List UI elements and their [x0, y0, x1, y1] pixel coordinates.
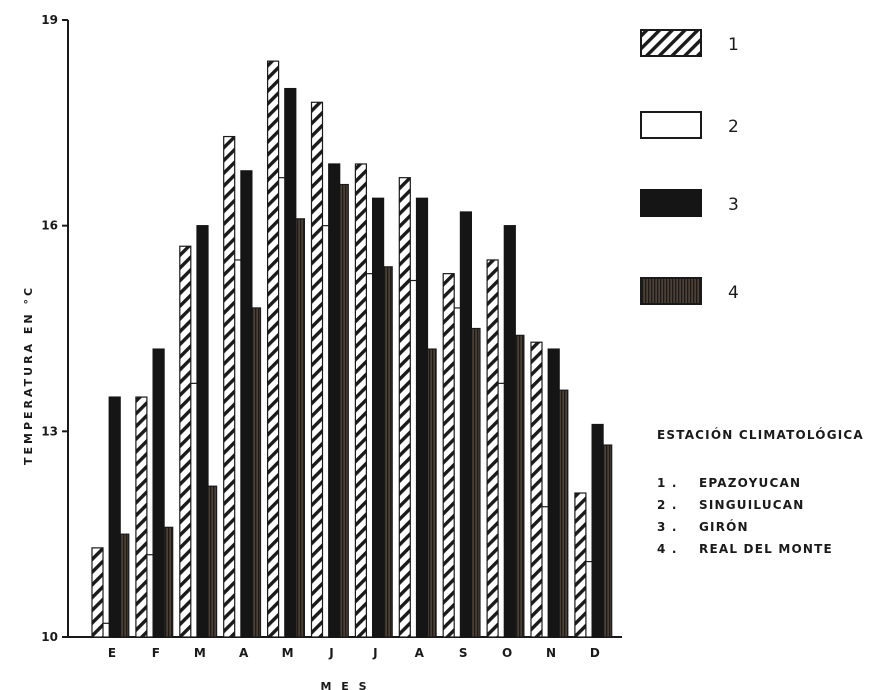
- x-tick-label: F: [152, 646, 160, 660]
- bar-series-1: [223, 135, 236, 638]
- station-name: GIRÓN: [699, 520, 749, 534]
- bar-series-3: [415, 197, 429, 638]
- bar-series-3: [240, 170, 253, 638]
- bar-series-3: [108, 396, 121, 638]
- y-tick-label: 19: [41, 13, 58, 27]
- station-number: 3 .: [657, 520, 678, 534]
- y-axis-title: TEMPERATURA EN °C: [22, 285, 35, 465]
- y-tick-label: 10: [41, 630, 58, 644]
- x-tick-label: O: [502, 646, 512, 660]
- x-tick-label: D: [590, 646, 600, 660]
- bar-series-1: [179, 245, 192, 638]
- station-number: 4 .: [657, 542, 678, 556]
- x-axis-title: M E S: [320, 680, 369, 690]
- legend-label-3: 3: [728, 195, 739, 215]
- bar-series-3: [196, 225, 209, 638]
- bar-series-3: [547, 348, 560, 638]
- station-name: REAL DEL MONTE: [699, 542, 833, 556]
- bar-series-1: [398, 177, 411, 638]
- legend-label-4: 4: [728, 283, 739, 303]
- x-tick-label: A: [239, 646, 249, 660]
- x-tick-label: E: [108, 646, 116, 660]
- station-item: 2 . SINGUILUCAN: [657, 494, 864, 516]
- bar-series-3: [459, 211, 472, 638]
- station-legend-title: ESTACIÓN CLIMATOLÓGICA: [657, 428, 864, 442]
- bar-series-3: [503, 225, 516, 638]
- bar-series-3: [591, 423, 604, 638]
- x-tick-label: S: [459, 646, 468, 660]
- station-name: SINGUILUCAN: [699, 498, 805, 512]
- bar-series-1: [354, 163, 367, 638]
- station-name: EPAZOYUCAN: [699, 476, 802, 490]
- bar-series-3: [372, 197, 385, 638]
- station-number: 2 .: [657, 498, 678, 512]
- x-tick-label: M: [194, 646, 206, 660]
- bar-series-3: [328, 163, 341, 638]
- station-legend: ESTACIÓN CLIMATOLÓGICA 1 . EPAZOYUCAN 2 .…: [657, 428, 864, 560]
- station-item: 3 . GIRÓN: [657, 516, 864, 538]
- bar-series-1: [267, 60, 280, 638]
- station-item: 4 . REAL DEL MONTE: [657, 538, 864, 560]
- legend-swatch-2: [640, 111, 702, 139]
- bar-series-1: [530, 341, 543, 638]
- bar-series-3: [152, 348, 165, 638]
- bar-series-1: [310, 101, 324, 638]
- x-tick-label: J: [328, 646, 333, 660]
- bar-series-1: [574, 492, 587, 638]
- x-tick-label: A: [415, 646, 425, 660]
- legend-swatch-3: [640, 189, 702, 217]
- x-tick-label: N: [546, 646, 556, 660]
- bar-series-1: [486, 259, 499, 638]
- station-number: 1 .: [657, 476, 678, 490]
- legend-swatch-1: [640, 29, 702, 57]
- station-item: 1 . EPAZOYUCAN: [657, 472, 864, 494]
- y-tick-label: 16: [41, 219, 58, 233]
- x-tick-label: J: [372, 646, 377, 660]
- x-tick-label: M: [282, 646, 294, 660]
- y-tick-label: 13: [41, 424, 58, 438]
- bar-series-1: [135, 396, 148, 638]
- legend-swatch-4: [640, 277, 702, 305]
- bar-series-1: [91, 547, 104, 638]
- legend-label-2: 2: [728, 117, 739, 137]
- bar-series-1: [442, 273, 455, 638]
- bar-series-3: [284, 87, 297, 638]
- legend-label-1: 1: [728, 35, 739, 55]
